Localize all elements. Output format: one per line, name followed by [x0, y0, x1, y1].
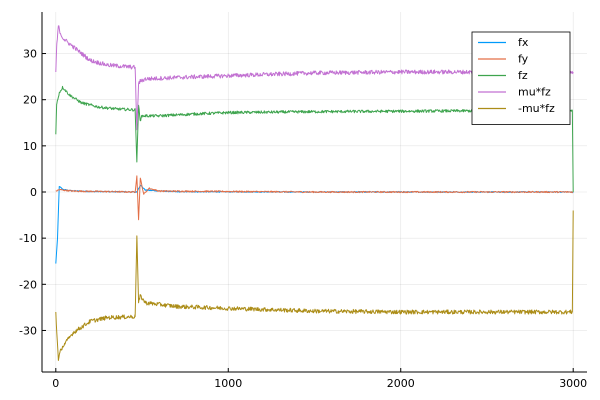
y-tick-label: -30	[19, 324, 37, 337]
y-tick-label: -20	[19, 278, 37, 291]
tick-labels: 0 1000 2000 3000 30 20 10 0 -10 -20 -30	[19, 48, 587, 390]
legend-label: fx	[518, 36, 529, 49]
y-tick-label: 20	[23, 94, 37, 107]
y-tick-label: 0	[30, 186, 37, 199]
legend: fx fy fz mu*fz -mu*fz	[471, 31, 571, 125]
series-line-0	[55, 184, 574, 264]
x-tick-label: 2000	[387, 377, 415, 390]
legend-label: fz	[518, 69, 528, 82]
legend-label: -mu*fz	[518, 102, 555, 115]
series-line-4	[55, 210, 574, 361]
x-tick-label: 1000	[214, 377, 242, 390]
series-line-1	[55, 175, 574, 221]
x-tick-label: 3000	[559, 377, 587, 390]
legend-label: mu*fz	[518, 86, 551, 99]
y-tick-label: 30	[23, 48, 37, 61]
y-tick-label: 10	[23, 140, 37, 153]
x-tick-label: 0	[52, 377, 59, 390]
y-tick-label: -10	[19, 232, 37, 245]
legend-label: fy	[518, 53, 529, 66]
